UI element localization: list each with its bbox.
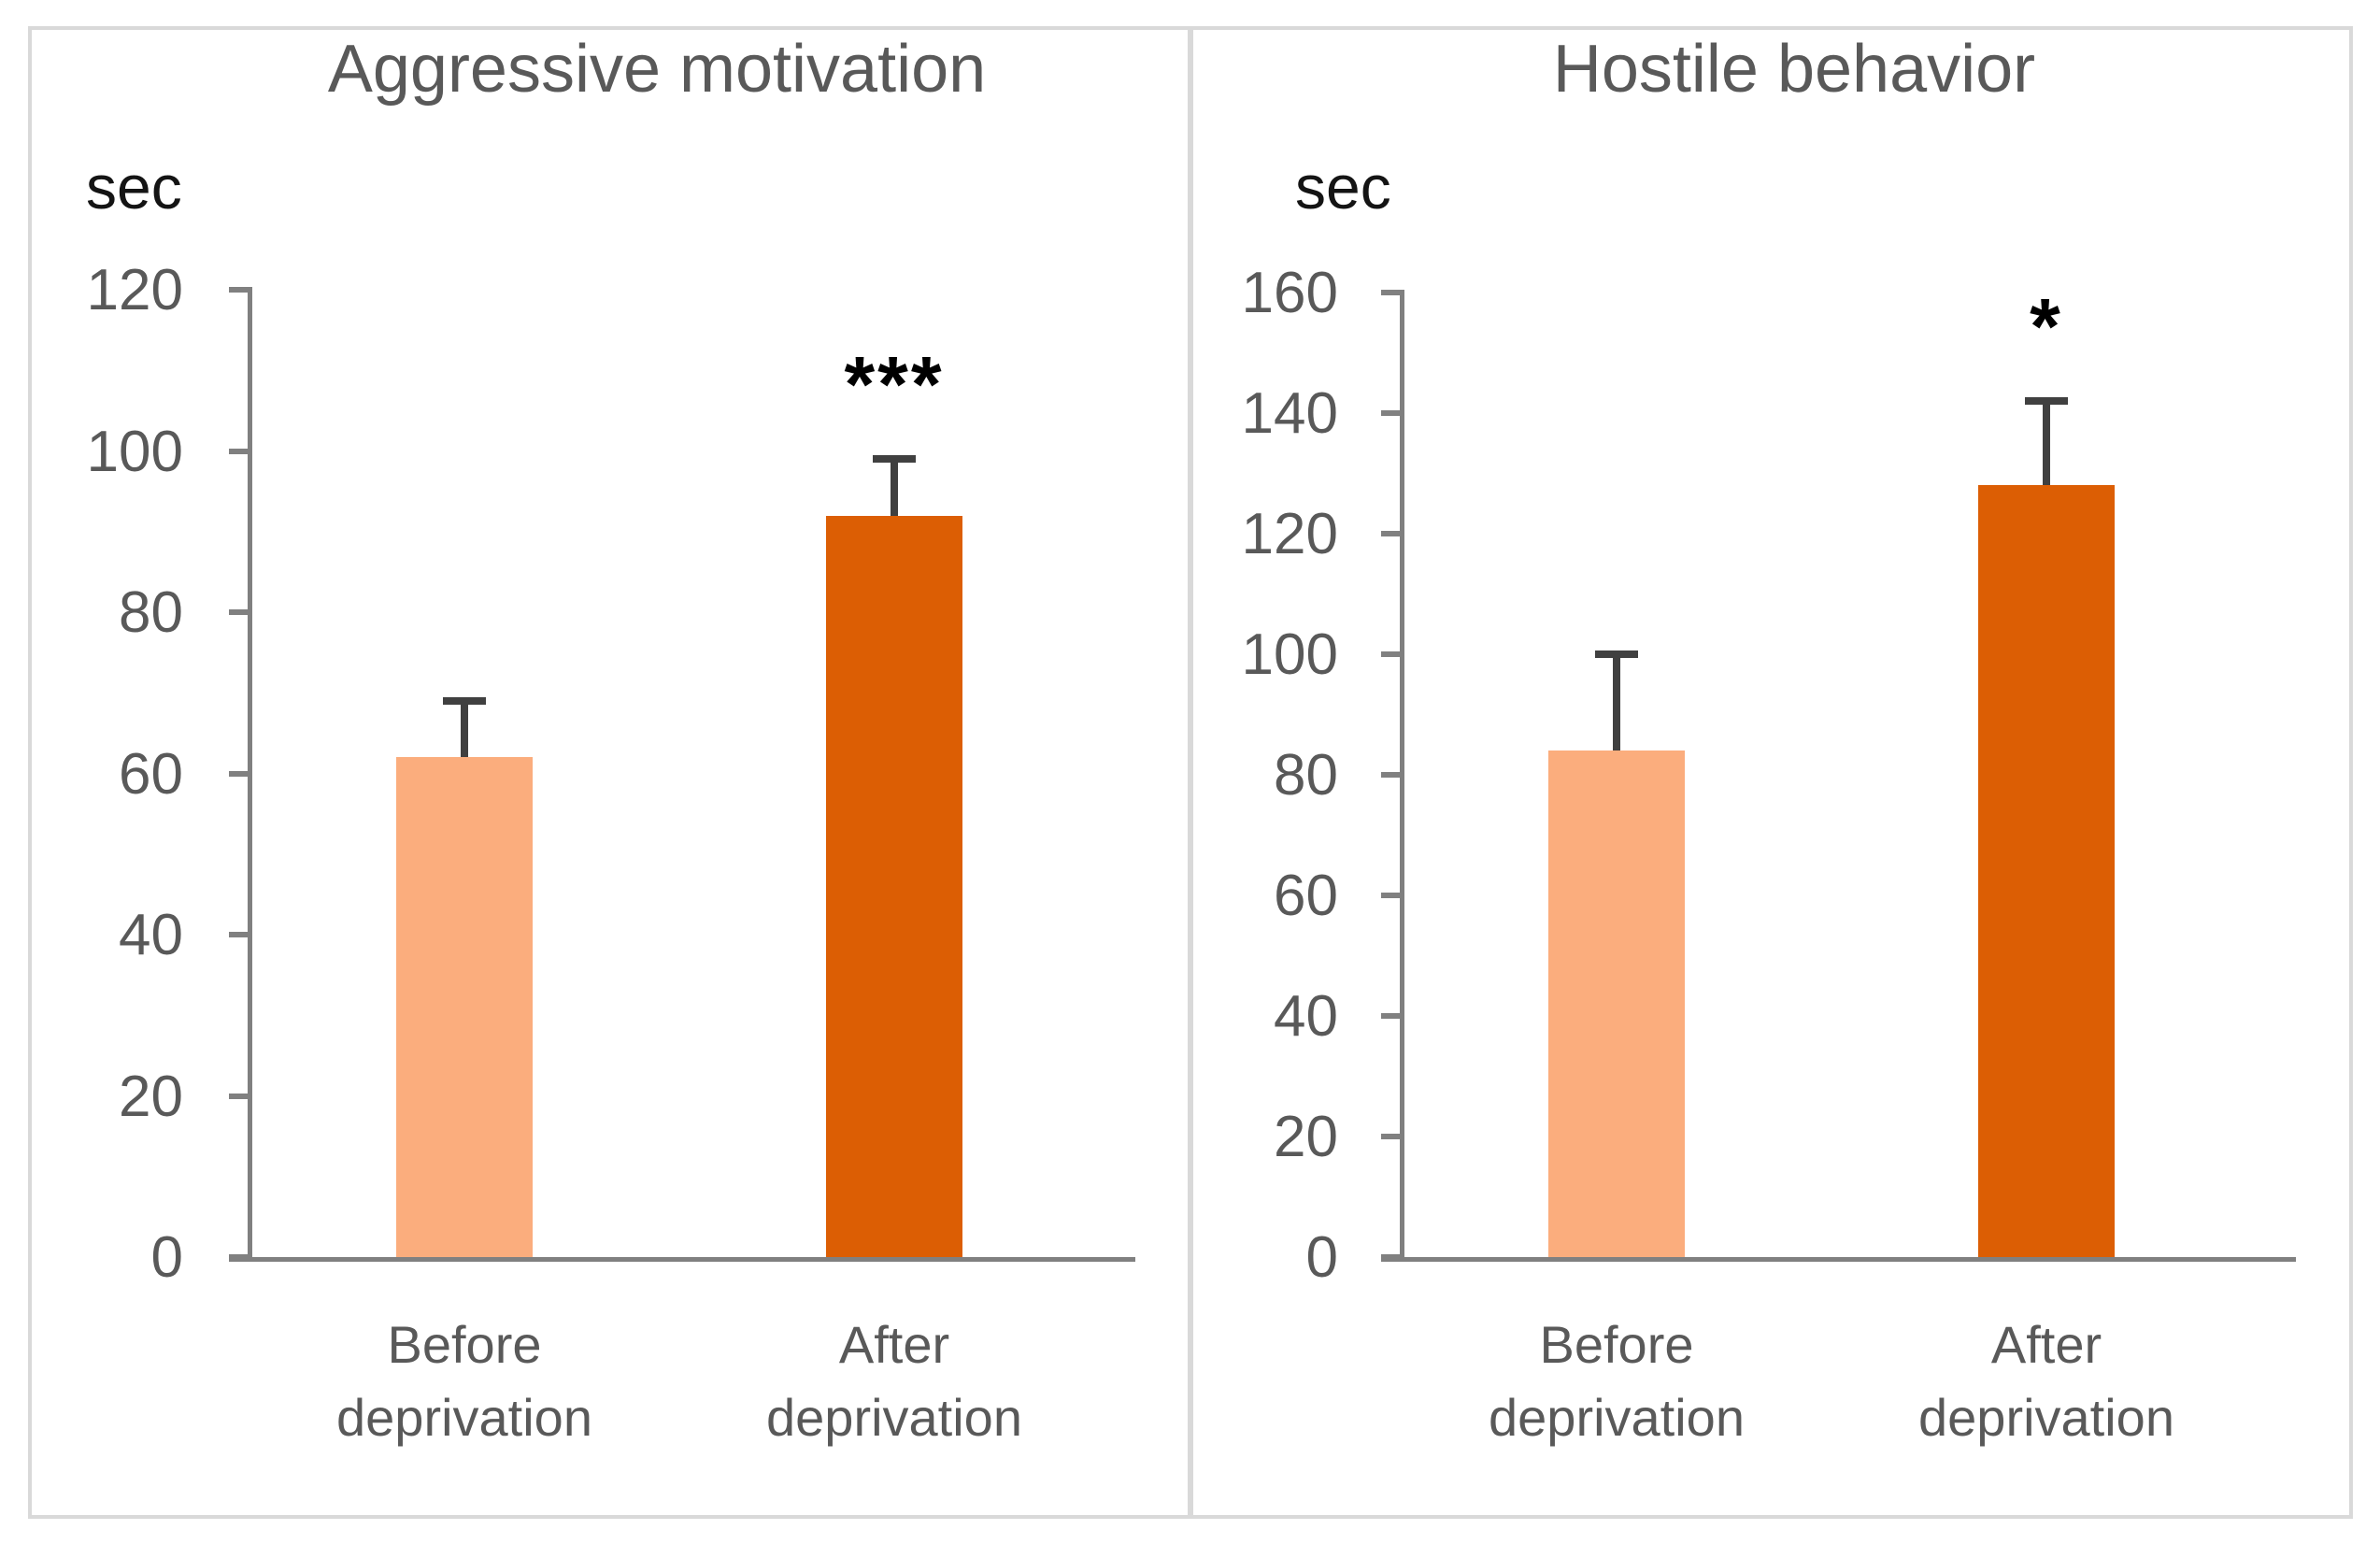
y-axis-line: [1400, 290, 1404, 1262]
bar-after-deprivation: [826, 515, 962, 1257]
error-bar-cap: [2025, 397, 2068, 406]
y-tick-label: 140: [1241, 381, 1338, 446]
category-label-line: Before: [387, 1315, 542, 1374]
error-bar-cap: [443, 696, 486, 705]
error-bar-stem: [891, 459, 898, 516]
y-tick-label: 60: [119, 741, 183, 807]
y-axis-unit-label: sec: [86, 152, 182, 222]
y-tick-label: 40: [119, 903, 183, 967]
y-tick-mark: [1381, 1134, 1400, 1139]
category-label-line: deprivation: [766, 1388, 1022, 1447]
error-bar-cap: [1595, 650, 1638, 658]
error-bar-stem: [2043, 401, 2050, 486]
error-bar-stem: [1613, 654, 1620, 751]
bar-before-deprivation: [396, 757, 533, 1257]
y-tick-label: 80: [119, 580, 183, 645]
y-tick-mark: [229, 1093, 248, 1099]
category-label-line: After: [1990, 1315, 2102, 1374]
category-label-line: deprivation: [336, 1388, 592, 1447]
y-tick-label: 0: [1305, 1225, 1338, 1290]
category-label-line: deprivation: [1918, 1388, 2174, 1447]
y-tick-label: 40: [1274, 984, 1338, 1049]
y-tick-mark: [1381, 1013, 1400, 1019]
y-tick-label: 60: [1274, 864, 1338, 928]
y-tick-label: 100: [86, 419, 183, 484]
y-tick-label: 80: [1274, 743, 1338, 808]
y-tick-label: 100: [1241, 622, 1338, 687]
y-tick-mark: [229, 932, 248, 937]
y-tick-mark: [229, 609, 248, 615]
category-label-before-deprivation: Before deprivation: [336, 1308, 592, 1454]
y-tick-mark: [229, 770, 248, 777]
category-label-before-deprivation: Before deprivation: [1489, 1308, 1745, 1454]
y-tick-label: 0: [150, 1225, 183, 1290]
x-axis-line: [229, 1257, 1135, 1262]
y-tick-mark: [229, 1254, 248, 1260]
x-axis-line: [1381, 1257, 2296, 1262]
y-tick-mark: [1381, 893, 1400, 898]
y-tick-mark: [1381, 531, 1400, 536]
y-tick-mark: [1381, 651, 1400, 657]
bar-before-deprivation: [1548, 751, 1685, 1257]
error-bar-stem: [461, 700, 468, 758]
y-tick-label: 160: [1241, 261, 1338, 325]
y-tick-mark: [229, 448, 248, 454]
y-tick-mark: [1381, 410, 1400, 416]
y-tick-label: 20: [1274, 1105, 1338, 1169]
category-label-line: deprivation: [1489, 1388, 1745, 1447]
error-bar-cap: [873, 455, 916, 464]
y-tick-mark: [1381, 290, 1400, 295]
significance-marker: *: [2030, 282, 2063, 371]
chart-title: Hostile behavior: [1552, 32, 2036, 107]
y-tick-label: 120: [1241, 502, 1338, 566]
y-tick-mark: [229, 287, 248, 293]
category-label-after-deprivation: After deprivation: [1918, 1308, 2174, 1454]
y-axis-unit-label: sec: [1295, 152, 1391, 222]
y-tick-mark: [1381, 772, 1400, 778]
category-label-line: Before: [1539, 1315, 1694, 1374]
y-tick-mark: [1381, 1254, 1400, 1260]
significance-marker: ***: [844, 340, 945, 429]
category-label-line: After: [838, 1315, 950, 1374]
y-tick-label: 120: [86, 258, 183, 322]
bar-after-deprivation: [1978, 485, 2115, 1257]
chart-title: Aggressive motivation: [327, 32, 987, 107]
y-axis-line: [248, 287, 252, 1262]
y-tick-label: 20: [119, 1064, 183, 1129]
panel-divider: [1188, 30, 1193, 1515]
category-label-after-deprivation: After deprivation: [766, 1308, 1022, 1454]
